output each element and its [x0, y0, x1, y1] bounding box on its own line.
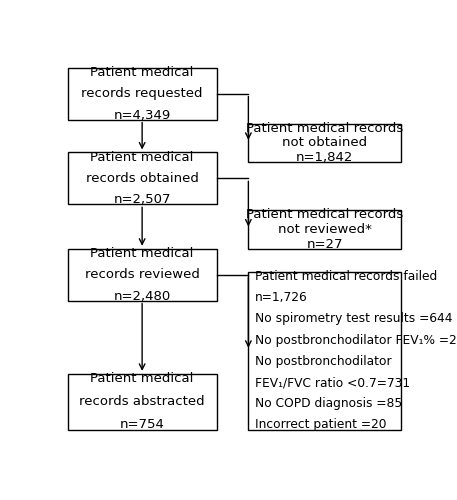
Text: No COPD diagnosis =85: No COPD diagnosis =85: [255, 397, 402, 410]
Text: records abstracted: records abstracted: [80, 395, 205, 408]
Text: No postbronchodilator: No postbronchodilator: [255, 355, 391, 368]
Text: records requested: records requested: [81, 87, 203, 100]
Text: n=27: n=27: [306, 238, 343, 250]
Text: n=754: n=754: [120, 418, 165, 432]
Text: n=2,507: n=2,507: [113, 194, 171, 206]
Text: n=1,842: n=1,842: [296, 151, 353, 164]
Text: records obtained: records obtained: [86, 172, 198, 185]
Text: not obtained: not obtained: [282, 136, 367, 149]
FancyBboxPatch shape: [249, 210, 401, 248]
Text: Patient medical records: Patient medical records: [246, 122, 403, 134]
Text: Patient medical: Patient medical: [90, 66, 194, 79]
Text: Patient medical: Patient medical: [90, 372, 194, 385]
Text: records reviewed: records reviewed: [85, 268, 200, 281]
FancyBboxPatch shape: [68, 152, 217, 204]
FancyBboxPatch shape: [68, 248, 217, 300]
Text: Patient medical records: Patient medical records: [246, 208, 403, 222]
Text: not reviewed*: not reviewed*: [277, 223, 372, 236]
Text: Incorrect patient =20: Incorrect patient =20: [255, 418, 386, 432]
FancyBboxPatch shape: [249, 272, 401, 430]
Text: Patient medical records failed: Patient medical records failed: [255, 270, 437, 283]
FancyBboxPatch shape: [68, 68, 217, 120]
Text: FEV₁/FVC ratio <0.7=731: FEV₁/FVC ratio <0.7=731: [255, 376, 410, 389]
FancyBboxPatch shape: [249, 124, 401, 162]
FancyBboxPatch shape: [68, 374, 217, 430]
Text: n=4,349: n=4,349: [113, 108, 171, 122]
Text: Patient medical: Patient medical: [90, 247, 194, 260]
Text: n=2,480: n=2,480: [113, 290, 171, 302]
Text: n=1,726: n=1,726: [255, 291, 308, 304]
Text: No spirometry test results =644: No spirometry test results =644: [255, 312, 452, 326]
Text: No postbronchodilator FEV₁% =246: No postbronchodilator FEV₁% =246: [255, 334, 457, 346]
Text: Patient medical: Patient medical: [90, 150, 194, 164]
